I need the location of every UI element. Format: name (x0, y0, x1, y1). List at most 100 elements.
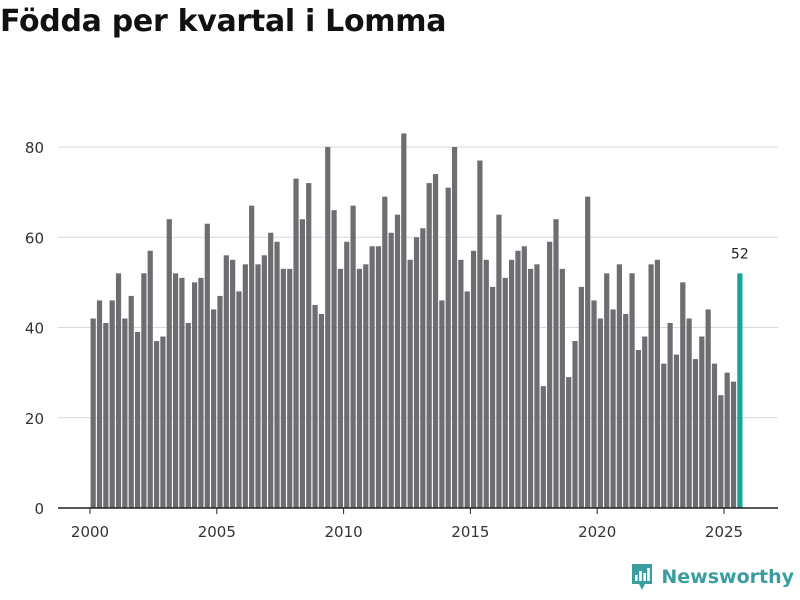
y-tick-label: 0 (34, 500, 44, 518)
bar (489, 286, 496, 508)
bar (445, 187, 451, 509)
bar (420, 228, 426, 508)
bar (686, 318, 692, 508)
bar (705, 309, 711, 508)
newsworthy-logo-icon (632, 564, 653, 590)
bar (591, 300, 597, 508)
newsworthy-brand[interactable]: Newsworthy (630, 562, 794, 592)
bar-highlight (737, 273, 743, 508)
bar (673, 354, 680, 508)
bar (141, 273, 147, 508)
y-axis-ticks: 0 20 40 60 80 (25, 139, 44, 518)
bar (578, 286, 584, 508)
bar (458, 259, 464, 508)
bar (509, 259, 515, 508)
x-tick-label: 2010 (325, 523, 363, 541)
bar (318, 313, 325, 508)
bar (306, 183, 312, 508)
bar (667, 322, 673, 508)
bar (268, 232, 274, 509)
bar (166, 219, 172, 508)
bar (699, 336, 705, 508)
bar (451, 147, 458, 508)
bar (572, 341, 578, 508)
bar (439, 300, 445, 508)
bar (521, 246, 527, 508)
y-tick-label: 40 (25, 320, 44, 338)
bar (198, 277, 204, 508)
bar (337, 268, 344, 508)
bar (204, 223, 210, 508)
x-axis-ticks: 2000 2005 2010 2015 2020 2025 (71, 508, 743, 541)
bar (344, 241, 350, 508)
bar (287, 268, 293, 508)
bar (711, 363, 718, 508)
bar (211, 309, 217, 508)
bar (470, 250, 477, 509)
bar (312, 304, 318, 508)
bar (654, 259, 661, 508)
bar (122, 318, 128, 508)
bar (642, 336, 648, 508)
bar (369, 246, 375, 508)
bar (90, 318, 96, 508)
bar (223, 255, 229, 508)
bar (179, 277, 185, 508)
x-tick-label: 2000 (71, 523, 109, 541)
bar (585, 196, 591, 508)
bar (528, 268, 534, 508)
bar (236, 291, 242, 508)
data-label-last: 52 (731, 246, 749, 262)
bar (534, 264, 540, 508)
bar (610, 309, 616, 508)
bar (496, 214, 502, 508)
bar (718, 395, 724, 508)
x-tick-label: 2015 (451, 523, 489, 541)
bar (103, 322, 109, 508)
bar (96, 300, 103, 508)
y-tick-label: 20 (25, 410, 44, 428)
bar (363, 264, 369, 508)
bar (217, 295, 223, 508)
brand-name: Newsworthy (661, 566, 794, 588)
bar (401, 133, 407, 508)
x-tick-label: 2020 (578, 523, 616, 541)
bar (413, 237, 420, 508)
data-labels: 52 (731, 246, 749, 262)
bar (172, 273, 179, 508)
bar (388, 232, 394, 509)
bar (604, 273, 610, 508)
bar (185, 322, 191, 508)
bar (566, 377, 572, 508)
x-tick-label: 2025 (705, 523, 743, 541)
bar (331, 210, 337, 508)
y-tick-label: 80 (25, 139, 44, 157)
bar (293, 178, 299, 508)
x-tick-label: 2005 (198, 523, 236, 541)
bar (299, 219, 305, 508)
bar (134, 332, 141, 508)
bar (325, 147, 331, 508)
bar (483, 259, 489, 508)
bar (115, 273, 122, 508)
bar (432, 174, 439, 508)
bar (515, 250, 521, 509)
bars (90, 133, 743, 509)
bar (255, 264, 261, 508)
bar (477, 160, 483, 509)
bar (230, 259, 236, 508)
bar (350, 205, 356, 508)
bar (553, 219, 559, 508)
bar (502, 277, 508, 508)
chart-title: Födda per kvartal i Lomma (0, 4, 447, 39)
bar (426, 183, 432, 508)
bar (597, 318, 603, 508)
bar (261, 255, 267, 508)
bar (407, 259, 413, 508)
bar (648, 264, 654, 508)
bar (109, 300, 115, 508)
bar (730, 381, 737, 508)
bar (249, 205, 255, 508)
bar (464, 291, 470, 508)
